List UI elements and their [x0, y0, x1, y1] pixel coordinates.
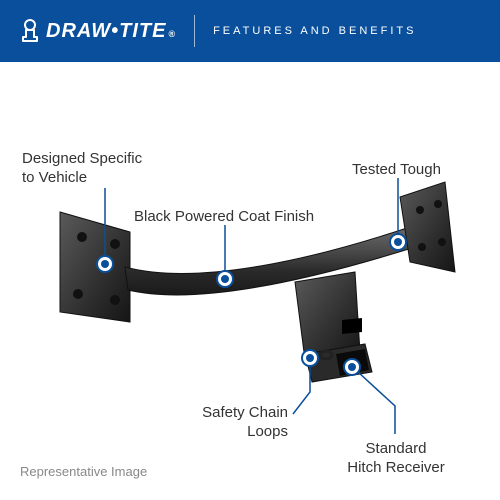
footer-note: Representative Image [20, 464, 147, 479]
hitch-diagram [0, 62, 500, 462]
callout-coat: Black Powered Coat Finish [134, 208, 314, 227]
callout-designed: Designed Specific to Vehicle [22, 150, 142, 188]
brand-name: DRAW•TITE [46, 20, 166, 43]
callout-receiver: Standard Hitch Receiver [336, 440, 456, 478]
brand-logo: DRAW•TITE ® [20, 19, 176, 43]
callout-loops: Safety Chain Loops [188, 404, 288, 442]
header-bar: DRAW•TITE ® FEATURES AND BENEFITS [0, 0, 500, 62]
registered-icon: ® [168, 29, 176, 39]
header-divider [194, 15, 195, 47]
callout-tested: Tested Tough [352, 161, 441, 180]
hitch-ball-icon [20, 19, 40, 43]
header-tagline: FEATURES AND BENEFITS [213, 25, 416, 37]
